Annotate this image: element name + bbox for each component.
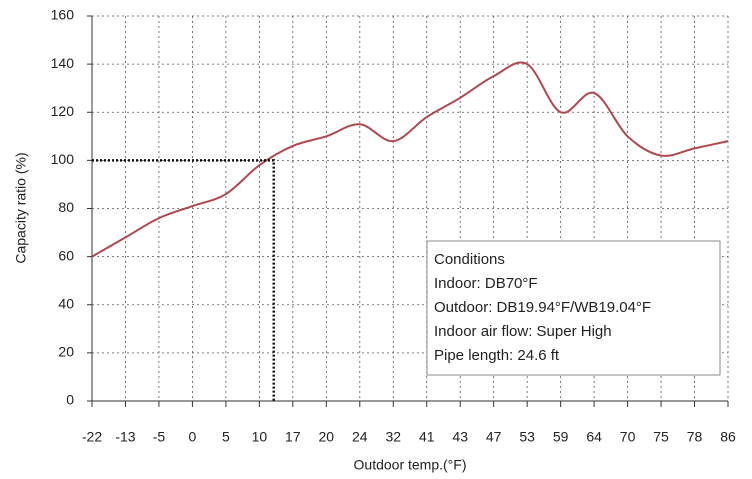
x-tick-label: 78: [687, 429, 703, 445]
x-tick-label: -22: [82, 429, 102, 445]
x-tick-label: 17: [285, 429, 301, 445]
y-tick-label: 100: [51, 151, 75, 167]
x-tick-label: 10: [252, 429, 268, 445]
annotation-frame: [426, 240, 721, 376]
y-tick-label: 60: [58, 247, 74, 263]
annotation-line: Indoor air flow: Super High: [434, 323, 612, 340]
x-tick-label: 47: [486, 429, 502, 445]
y-tick-label: 0: [66, 392, 74, 408]
x-tick-label: 20: [319, 429, 335, 445]
x-tick-label: 53: [519, 429, 535, 445]
x-tick-label: 86: [720, 429, 736, 445]
annotation-line: Outdoor: DB19.94°F/WB19.04°F: [434, 299, 651, 316]
y-tick-label: 80: [58, 199, 74, 215]
annotation-line: Pipe length: 24.6 ft: [434, 347, 560, 364]
x-tick-label: 75: [653, 429, 669, 445]
x-tick-label: -5: [153, 429, 166, 445]
annotation-box: Conditions Indoor: DB70°F Outdoor: DB19.94…: [426, 240, 721, 376]
x-tick-label: 41: [419, 429, 435, 445]
x-tick-label: 32: [385, 429, 401, 445]
x-tick-label: -13: [115, 429, 135, 445]
y-tick-label: 120: [51, 103, 75, 119]
y-tick-label: 20: [58, 344, 74, 360]
line-series: [91, 61, 729, 258]
x-tick-label: 70: [620, 429, 636, 445]
x-tick-label: 5: [222, 429, 230, 445]
x-tick-label: 43: [452, 429, 468, 445]
y-axis-label: Capacity ratio (%): [13, 152, 29, 263]
x-tick-label: 0: [189, 429, 197, 445]
y-tick-label: 40: [58, 295, 74, 311]
reference-line: [92, 159, 275, 401]
x-tick-label: 64: [586, 429, 602, 445]
y-tick-label: 140: [51, 55, 75, 71]
annotation-line: Conditions: [434, 251, 505, 268]
annotation-line: Indoor: DB70°F: [434, 275, 538, 292]
x-tick-label: 59: [553, 429, 569, 445]
x-axis-label: Outdoor temp.(°F): [354, 457, 467, 473]
x-tick-label: 24: [352, 429, 368, 445]
y-tick-label: 160: [51, 7, 75, 23]
